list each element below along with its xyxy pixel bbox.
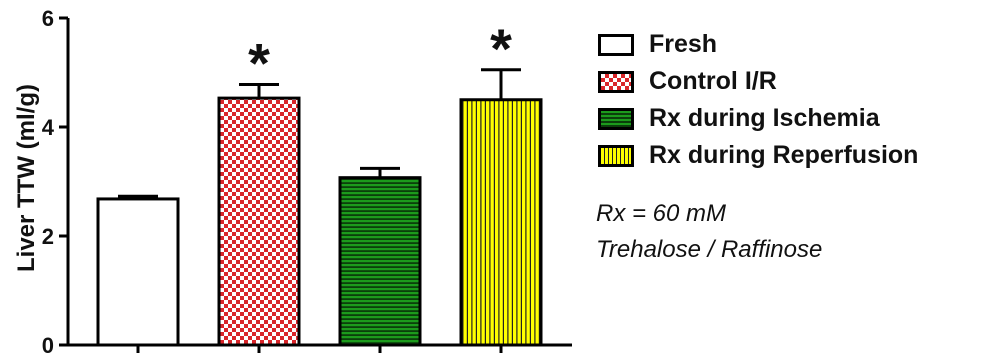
y-tick-label: 4	[42, 115, 55, 140]
legend-swatch-ischemia	[598, 107, 634, 130]
legend-swatch-reperfusion	[598, 144, 634, 167]
y-tick-label: 6	[42, 6, 54, 31]
legend: Fresh Control I/R Rx during Ischemia Rx …	[598, 26, 918, 174]
y-axis: 0 2 4 6	[42, 6, 70, 353]
y-tick-label: 2	[42, 224, 54, 249]
bar	[96, 197, 180, 347]
y-tick-label: 0	[42, 333, 54, 353]
legend-item-ischemia: Rx during Ischemia	[598, 100, 918, 137]
note-line-2: Trehalose / Raffinose	[596, 236, 823, 263]
note-line-1: Rx = 60 mM	[596, 200, 727, 227]
legend-label: Rx during Reperfusion	[649, 141, 919, 169]
legend-label: Fresh	[649, 30, 718, 58]
y-axis-label: Liver TTW (ml/g)	[13, 84, 40, 272]
legend-item-control: Control I/R	[598, 63, 918, 100]
legend-item-fresh: Fresh	[598, 26, 918, 63]
bar	[338, 176, 422, 347]
legend-swatch-control	[598, 70, 634, 93]
significance-asterisk: *	[248, 31, 270, 94]
legend-label: Rx during Ischemia	[649, 104, 880, 132]
treatment-note: Rx = 60 mM Trehalose / Raffinose	[596, 196, 822, 268]
legend-swatch-fresh	[598, 33, 634, 56]
bar	[217, 96, 301, 347]
bars-group: * *	[96, 17, 543, 347]
bar	[459, 98, 543, 347]
significance-asterisk: *	[490, 17, 512, 80]
legend-label: Control I/R	[649, 67, 777, 95]
legend-item-reperfusion: Rx during Reperfusion	[598, 137, 918, 174]
